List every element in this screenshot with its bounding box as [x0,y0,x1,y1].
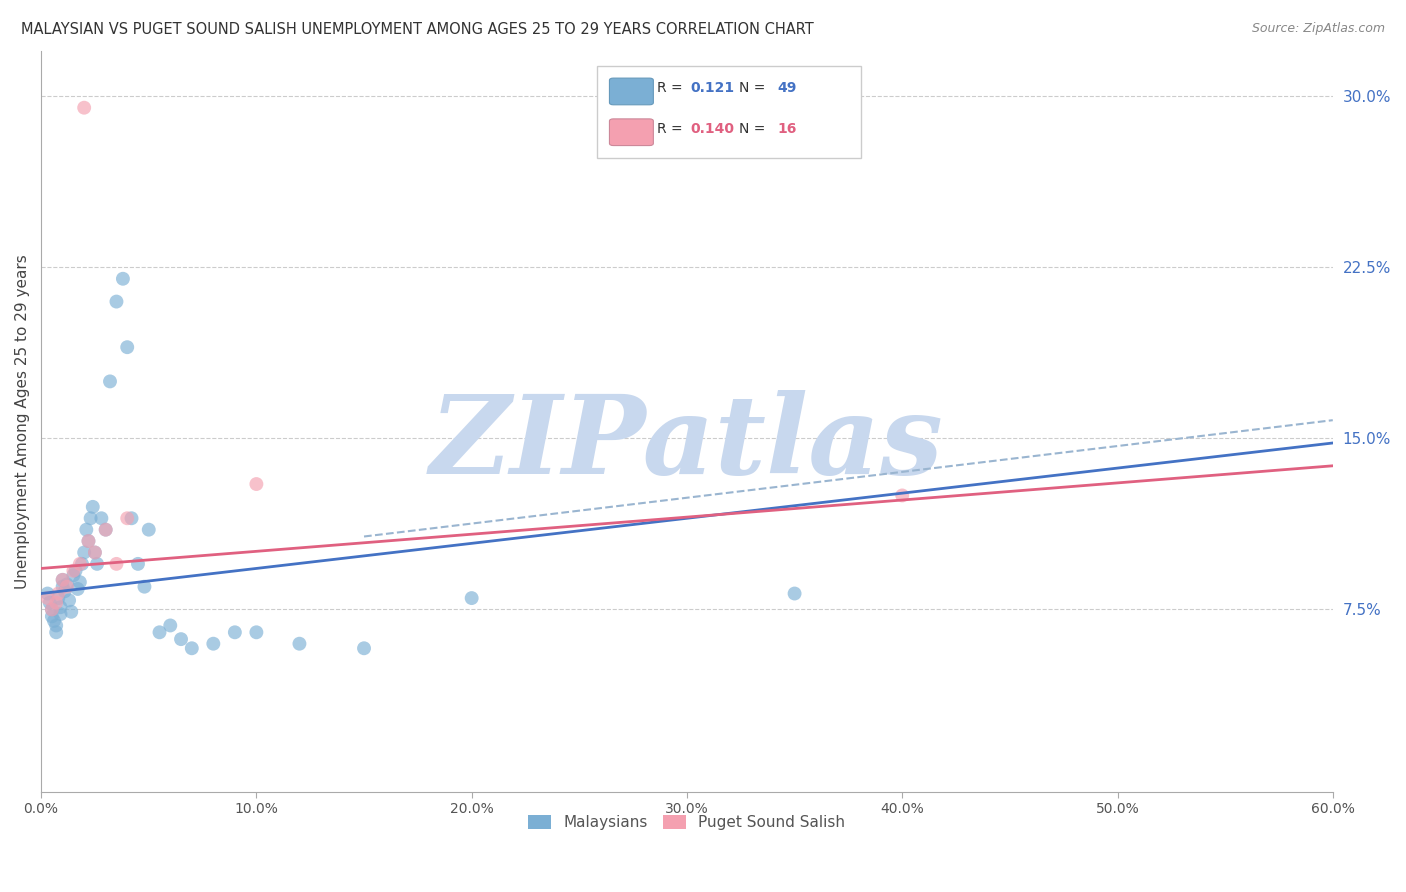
Point [73,545,96,559]
Point [52,580,75,594]
Point [148,625,170,640]
Point [82,500,104,514]
Point [288,637,311,651]
Point [353,641,375,656]
Y-axis label: Unemployment Among Ages 25 to 29 years: Unemployment Among Ages 25 to 29 years [15,254,30,589]
Point [460,591,482,606]
Point [159,618,181,632]
Point [891,488,914,502]
Point [224,625,246,640]
Point [70,557,93,571]
Point [45,625,67,640]
Point [105,294,128,309]
FancyBboxPatch shape [596,65,862,158]
Point [202,637,225,651]
Point [56,577,79,591]
Point [170,632,193,647]
Point [77,534,100,549]
Point [45,596,67,610]
Point [245,625,267,640]
Point [62,568,84,582]
Point [37,591,59,606]
Point [783,586,806,600]
Text: ZIPatlas: ZIPatlas [430,390,943,498]
Point [180,641,202,656]
Text: MALAYSIAN VS PUGET SOUND SALISH UNEMPLOYMENT AMONG AGES 25 TO 29 YEARS CORRELATI: MALAYSIAN VS PUGET SOUND SALISH UNEMPLOY… [21,22,814,37]
Point [46,586,69,600]
Point [60,605,83,619]
Text: Source: ZipAtlas.com: Source: ZipAtlas.com [1251,22,1385,36]
Text: N =: N = [738,121,769,136]
Point [53,584,76,599]
Point [84,545,107,559]
Point [138,523,160,537]
Text: 0.140: 0.140 [690,121,735,136]
Point [94,523,117,537]
Point [121,511,143,525]
Text: R =: R = [657,121,688,136]
Point [38,596,60,610]
Point [111,272,134,286]
Text: 0.121: 0.121 [690,81,735,95]
FancyBboxPatch shape [609,78,654,104]
Point [49,607,72,621]
Point [134,580,156,594]
Point [65,564,87,578]
Point [84,545,107,559]
Text: R =: R = [657,81,688,95]
Point [69,575,91,590]
Point [42,614,65,628]
Point [105,557,128,571]
Point [115,511,138,525]
Point [79,511,101,525]
Text: N =: N = [738,81,769,95]
Point [52,573,75,587]
Point [46,591,69,606]
Text: 16: 16 [778,121,797,136]
Point [58,593,80,607]
Point [98,375,121,389]
Point [73,101,96,115]
Point [69,557,91,571]
Point [62,564,84,578]
Point [41,602,63,616]
Point [127,557,149,571]
Point [52,573,75,587]
Point [41,609,63,624]
Point [75,523,97,537]
Point [86,557,108,571]
Point [245,477,267,491]
Legend: Malaysians, Puget Sound Salish: Malaysians, Puget Sound Salish [523,808,852,836]
Point [41,602,63,616]
Text: 49: 49 [778,81,797,95]
Point [45,618,67,632]
Point [77,534,100,549]
Point [56,580,79,594]
Point [37,586,59,600]
Point [49,600,72,615]
Point [94,523,117,537]
Point [66,582,89,596]
Point [90,511,112,525]
FancyBboxPatch shape [609,119,654,145]
Point [115,340,138,354]
